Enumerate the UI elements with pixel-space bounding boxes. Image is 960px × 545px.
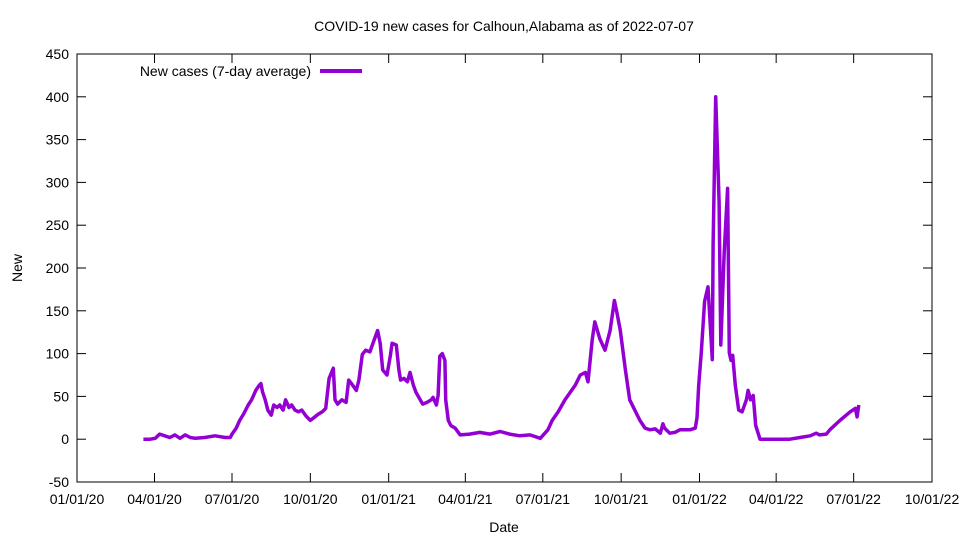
x-tick-label: 10/01/20 <box>283 491 338 507</box>
y-tick-label: 150 <box>46 303 70 319</box>
y-tick-label: 450 <box>46 46 70 62</box>
x-tick-label: 10/01/21 <box>594 491 649 507</box>
y-tick-label: 350 <box>46 132 70 148</box>
chart-title: COVID-19 new cases for Calhoun,Alabama a… <box>314 18 694 34</box>
y-tick-label: 50 <box>53 388 69 404</box>
y-tick-label: 0 <box>61 431 69 447</box>
y-tick-label: 400 <box>46 89 70 105</box>
y-axis-label: New <box>9 253 25 282</box>
x-axis-label: Date <box>489 519 519 535</box>
y-tick-label: 100 <box>46 346 70 362</box>
y-tick-label: 250 <box>46 217 70 233</box>
y-tick-label: 300 <box>46 174 70 190</box>
legend: New cases (7-day average) <box>140 63 362 79</box>
y-tick-label: -50 <box>49 474 69 490</box>
axes: -50 0 50 100 150 200 250 300 350 400 450 01/01/20 04… <box>46 46 960 507</box>
x-tick-label: 04/01/20 <box>127 491 182 507</box>
x-tick-label: 04/01/22 <box>749 491 804 507</box>
x-tick-label: 04/01/21 <box>438 491 493 507</box>
x-tick-label: 10/01/22 <box>905 491 960 507</box>
y-tick-label: 200 <box>46 260 70 276</box>
x-tick-label: 07/01/22 <box>826 491 881 507</box>
x-tick-label: 07/01/21 <box>516 491 571 507</box>
plot-border <box>76 53 933 483</box>
x-tick-label: 01/01/20 <box>50 491 105 507</box>
x-tick-label: 07/01/20 <box>205 491 260 507</box>
series-line-new-cases <box>143 95 861 441</box>
x-tick-label: 01/01/21 <box>361 491 416 507</box>
legend-label: New cases (7-day average) <box>140 63 311 79</box>
x-tick-label: 01/01/22 <box>672 491 727 507</box>
